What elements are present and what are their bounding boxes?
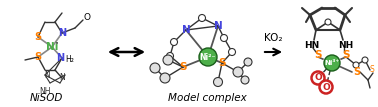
Text: N: N — [56, 53, 64, 63]
Text: NH: NH — [338, 41, 354, 50]
Text: N: N — [214, 21, 222, 31]
Circle shape — [362, 57, 368, 63]
Text: Ni²⁻: Ni²⁻ — [200, 53, 216, 62]
Text: O: O — [322, 82, 330, 91]
Circle shape — [228, 48, 235, 56]
Text: Ni: Ni — [46, 42, 58, 52]
Text: S: S — [34, 52, 42, 62]
Circle shape — [150, 63, 160, 73]
Text: S: S — [314, 50, 322, 60]
Text: HN: HN — [304, 41, 320, 50]
Circle shape — [163, 55, 173, 65]
Text: NiSOD: NiSOD — [30, 93, 64, 103]
Circle shape — [233, 67, 243, 77]
Circle shape — [198, 15, 206, 22]
Text: O: O — [314, 74, 322, 82]
Circle shape — [220, 34, 228, 42]
Text: S: S — [353, 67, 361, 77]
Circle shape — [324, 55, 340, 71]
Text: S: S — [179, 62, 187, 72]
Text: •: • — [55, 41, 59, 47]
Text: N: N — [59, 73, 65, 82]
Text: Ni³⁺: Ni³⁺ — [324, 60, 339, 66]
Text: KO₂: KO₂ — [264, 33, 283, 43]
Circle shape — [170, 39, 178, 45]
Circle shape — [325, 19, 331, 25]
Text: S: S — [34, 32, 42, 42]
Circle shape — [353, 62, 359, 68]
Text: O: O — [84, 13, 90, 22]
Circle shape — [311, 71, 324, 85]
Circle shape — [160, 73, 170, 83]
Circle shape — [241, 76, 249, 84]
Text: S: S — [218, 58, 226, 68]
Text: S: S — [370, 65, 374, 74]
Text: Model complex: Model complex — [168, 93, 247, 103]
Circle shape — [244, 58, 252, 66]
Text: N: N — [181, 25, 191, 35]
Circle shape — [214, 77, 223, 86]
Circle shape — [319, 80, 333, 94]
Text: H₂: H₂ — [65, 54, 74, 63]
Circle shape — [199, 48, 217, 66]
Text: N: N — [44, 71, 50, 80]
Circle shape — [166, 53, 174, 59]
Text: N: N — [58, 28, 66, 38]
Text: S: S — [342, 50, 350, 60]
Text: NH: NH — [39, 88, 51, 97]
